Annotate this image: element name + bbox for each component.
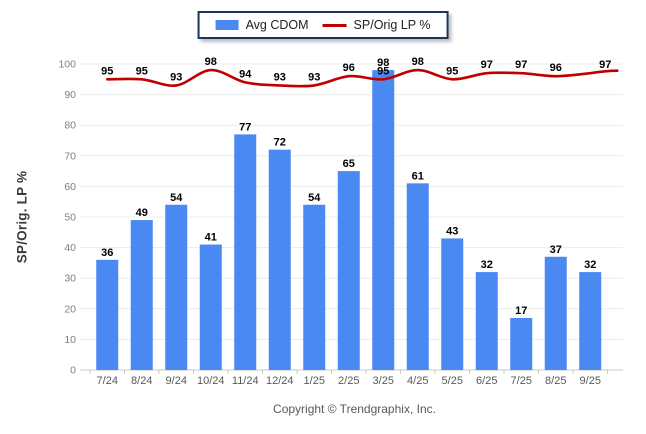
y-tick-label: 70	[64, 150, 76, 162]
bar	[441, 238, 464, 370]
bar-value-label: 37	[550, 244, 562, 256]
y-tick-label: 40	[64, 242, 76, 254]
trend-line	[106, 68, 619, 88]
bar	[544, 256, 567, 370]
bar-value-label: 49	[136, 207, 148, 219]
chart-legend: Avg CDOM SP/Orig LP %	[197, 11, 449, 39]
line-value-label: 96	[343, 62, 355, 74]
y-tick-label: 60	[64, 181, 76, 193]
bar-value-label: 77	[239, 121, 251, 133]
legend-item-sp-orig-lp: SP/Orig LP %	[322, 18, 431, 32]
y-axis-title: SP/Orig. LP %	[14, 170, 30, 264]
x-tick-label: 8/25	[545, 375, 566, 387]
bar	[96, 259, 119, 370]
bar	[303, 204, 326, 370]
bar	[475, 272, 498, 370]
bar	[406, 183, 429, 370]
x-tick-label: 6/25	[476, 375, 497, 387]
bar-series-swatch-icon	[215, 20, 239, 30]
x-tick-label: 3/25	[373, 375, 394, 387]
x-tick-label: 7/24	[97, 375, 118, 387]
x-tick-label: 12/24	[266, 375, 294, 387]
bar-value-label: 32	[481, 259, 493, 271]
y-tick-label: 50	[64, 212, 76, 224]
bar	[579, 272, 602, 370]
x-tick-label: 10/24	[197, 375, 225, 387]
line-value-label: 96	[550, 62, 562, 74]
bar	[199, 244, 222, 370]
bar-value-label: 61	[412, 170, 424, 182]
legend-label-avg-cdom: Avg CDOM	[245, 18, 309, 32]
line-value-label: 95	[446, 65, 458, 77]
legend-label-sp-orig-lp: SP/Orig LP %	[353, 18, 431, 32]
line-value-label: 97	[481, 59, 493, 71]
x-tick-label: 9/25	[580, 375, 601, 387]
x-tick-label: 5/25	[442, 375, 463, 387]
line-value-label: 97	[599, 59, 611, 71]
bar-value-label: 54	[170, 192, 183, 204]
x-tick-label: 8/24	[131, 375, 152, 387]
line-value-label: 98	[412, 56, 424, 68]
line-value-label: 93	[170, 71, 182, 83]
line-value-label: 95	[136, 65, 148, 77]
x-tick-label: 4/25	[407, 375, 428, 387]
copyright-text: Copyright © Trendgraphix, Inc.	[273, 402, 436, 416]
bar-value-label: 36	[101, 247, 113, 259]
bar	[510, 317, 533, 370]
line-value-label: 93	[308, 71, 320, 83]
bar-value-label: 72	[274, 137, 286, 149]
bar	[337, 171, 360, 370]
bar	[372, 70, 395, 371]
line-value-label: 97	[515, 59, 527, 71]
bar-value-label: 54	[308, 192, 321, 204]
bar-value-label: 17	[515, 305, 527, 317]
x-tick-label: 1/25	[304, 375, 325, 387]
x-tick-label: 7/25	[511, 375, 532, 387]
line-value-label: 95	[101, 65, 113, 77]
line-value-label: 98	[205, 56, 217, 68]
y-tick-label: 10	[64, 334, 76, 346]
bar-value-label: 43	[446, 225, 458, 237]
y-tick-label: 20	[64, 303, 76, 315]
bar	[165, 204, 188, 370]
y-tick-label: 90	[64, 89, 76, 101]
bar-value-label: 32	[584, 259, 596, 271]
bar	[268, 149, 291, 370]
bar-value-label: 41	[205, 232, 217, 244]
line-series-swatch-icon	[322, 23, 347, 27]
bar	[234, 134, 257, 370]
y-tick-label: 30	[64, 273, 76, 285]
line-value-label: 94	[239, 68, 252, 80]
x-tick-label: 9/24	[166, 375, 187, 387]
y-tick-label: 80	[64, 120, 76, 132]
bar	[130, 220, 153, 370]
x-tick-label: 2/25	[338, 375, 359, 387]
y-tick-label: 0	[70, 365, 76, 377]
bar-value-label: 65	[343, 158, 355, 170]
y-tick-label: 100	[58, 59, 76, 71]
line-value-label: 93	[274, 71, 286, 83]
line-value-label: 95	[377, 65, 389, 77]
bar-value-label: 98	[377, 57, 389, 69]
x-tick-label: 11/24	[232, 375, 259, 387]
legend-item-avg-cdom: Avg CDOM	[215, 18, 309, 32]
